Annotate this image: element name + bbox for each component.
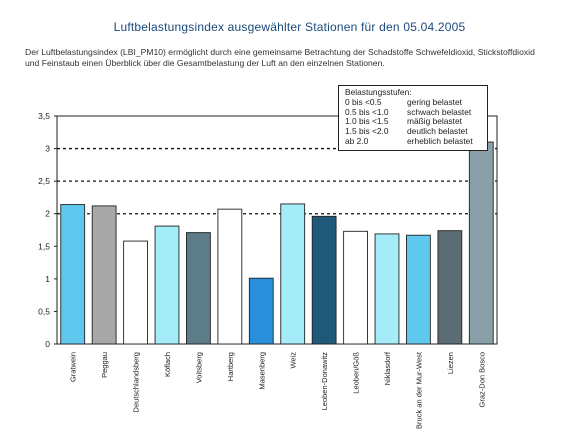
x-tick-label: Liezen (446, 352, 455, 374)
bar (374, 233, 400, 345)
bar (186, 232, 211, 345)
x-tick-label: Hartberg (226, 352, 235, 381)
plot-area (56, 115, 498, 345)
x-tick-label: Graz-Don Bosco (477, 352, 486, 407)
x-tick-label: Peggau (100, 352, 109, 378)
y-tick-label: 2,5 (38, 176, 50, 186)
bar (248, 277, 274, 345)
x-tick-label: Deutschlandsberg (132, 352, 141, 412)
x-tick-label: Bruck an der Mur-West (414, 351, 423, 429)
legend-range: 1.5 bis <2.0 (345, 126, 389, 137)
legend-row: 1.5 bis <2.0 deutlich belastet (345, 126, 482, 137)
bar (343, 230, 368, 345)
legend-title: Belastungsstufen: (345, 87, 412, 97)
legend-row: 0.5 bis <1.0 schwach belastet (345, 106, 482, 118)
legend-range: 1.0 bis <1.5 (345, 116, 389, 127)
chart-title: Luftbelastungsindex ausgewählter Station… (113, 20, 466, 34)
legend-range: 0 bis <0.5 (345, 96, 382, 107)
bar (217, 208, 243, 345)
x-tick-label: Köflach (163, 352, 172, 377)
x-tick-label: Weiz (289, 352, 298, 369)
legend-label: mäßig belastet (407, 116, 462, 127)
legend-label: deutlich belastet (407, 126, 468, 137)
bar (91, 205, 117, 345)
y-tick-label: 3,5 (38, 111, 50, 121)
bar (60, 204, 86, 345)
bar (123, 240, 148, 345)
y-tick-label: 1 (45, 274, 50, 284)
y-tick-label: 3 (45, 144, 50, 154)
x-tick-label: Niklasdorf (383, 351, 392, 385)
bar (311, 215, 337, 345)
legend-range: 0.5 bis <1.0 (345, 106, 389, 117)
bar (437, 230, 463, 345)
x-tick-label: Masenberg (257, 352, 266, 390)
legend-row: 1.0 bis <1.5 mäßig belastet (345, 117, 482, 127)
bar (468, 141, 494, 345)
y-tick-label: 0,5 (38, 306, 50, 316)
bar (406, 234, 431, 345)
x-tick-label: Gratwein (69, 352, 78, 382)
legend-label: erheblich belastet (407, 135, 473, 146)
x-tick-label: Leoben-Donawitz (320, 352, 329, 411)
legend-row: 0 bis <0.5 gering belastet (345, 96, 482, 108)
legend-label: gering belastet (407, 96, 462, 107)
legend-range: ab 2.0 (345, 135, 369, 146)
y-tick-label: 1,5 (38, 241, 50, 251)
bar (154, 225, 180, 345)
bar (280, 203, 306, 345)
y-tick-label: 2 (45, 209, 50, 219)
chart-description: Der Luftbelastungsindex (LBI_PM10) ermög… (25, 47, 535, 68)
legend: Belastungsstufen: 0 bis <0.5 gering bela… (338, 85, 488, 151)
x-tick-label: Leoben/Göß (352, 352, 361, 394)
x-tick-label: Voitsberg (194, 352, 203, 383)
y-tick-label: 0 (45, 339, 50, 349)
legend-label: schwach belastet (407, 106, 472, 117)
legend-row: ab 2.0 erheblich belastet (345, 135, 482, 147)
